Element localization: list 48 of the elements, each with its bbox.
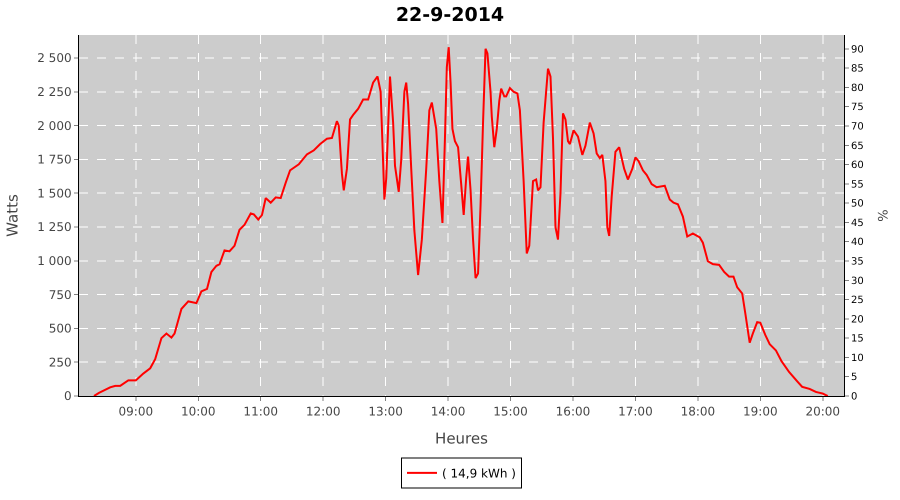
- y2-tick-label: 80: [851, 82, 864, 94]
- x-tick-label: 15:00: [493, 404, 528, 418]
- y-tick-label: 250: [48, 355, 72, 370]
- y-tick-label: 1 000: [37, 254, 72, 268]
- x-tick-label: 18:00: [680, 404, 716, 418]
- x-tick-label: 12:00: [306, 404, 340, 418]
- x-tick-label: 11:00: [243, 404, 278, 418]
- y-tick-label: 2 250: [37, 84, 72, 99]
- y2-tick-label: 15: [851, 334, 864, 345]
- y2-tick-label: 90: [851, 44, 864, 56]
- y2-tick-label: 25: [851, 295, 864, 306]
- x-tick-label: 14:00: [430, 404, 466, 418]
- y-tick-label: 1 500: [37, 186, 72, 200]
- y-axis-title: Watts: [3, 194, 22, 237]
- x-tick-label: 09:00: [118, 404, 154, 418]
- y2-tick-label: 60: [851, 160, 864, 172]
- chart-title: 22-9-2014: [396, 4, 504, 26]
- y-tick-label: 1 750: [37, 152, 72, 167]
- y2-tick-label: 20: [851, 314, 864, 326]
- y2-tick-label: 40: [851, 237, 864, 248]
- y2-axis-title: %: [876, 209, 892, 222]
- x-tick-label: 19:00: [743, 404, 778, 418]
- y2-tick-label: 50: [851, 198, 864, 210]
- x-tick-label: 13:00: [368, 404, 403, 418]
- y2-tick-label: 55: [851, 179, 864, 190]
- line-series: [92, 46, 829, 396]
- y-tick-label: 500: [48, 322, 72, 336]
- y2-tick-label: 10: [851, 352, 864, 364]
- y2-tick-label: 65: [851, 140, 864, 152]
- y-tick-label: 2 000: [37, 118, 72, 133]
- y2-tick-label: 30: [851, 276, 864, 287]
- y2-tick-label: 0: [851, 392, 858, 402]
- x-tick-label: 20:00: [805, 404, 840, 418]
- y2-tick-label: 70: [851, 122, 864, 133]
- y2-tick-label: 45: [851, 218, 864, 229]
- y-tick-label: 0: [64, 389, 72, 404]
- y-tick-label: 2 500: [37, 51, 72, 66]
- y-tick-label: 1 250: [37, 220, 72, 234]
- x-tick-label: 10:00: [180, 404, 216, 418]
- y2-tick-label: 85: [851, 64, 864, 75]
- y2-tick-label: 5: [851, 372, 858, 384]
- x-tick-label: 16:00: [556, 404, 590, 418]
- x-axis-title: Heures: [435, 429, 488, 448]
- y2-tick-label: 35: [851, 256, 864, 268]
- y-tick-label: 750: [48, 288, 72, 302]
- legend-label: ( 14,9 kWh ): [442, 466, 516, 481]
- x-tick-label: 17:00: [618, 404, 653, 418]
- y2-tick-label: 75: [851, 102, 864, 114]
